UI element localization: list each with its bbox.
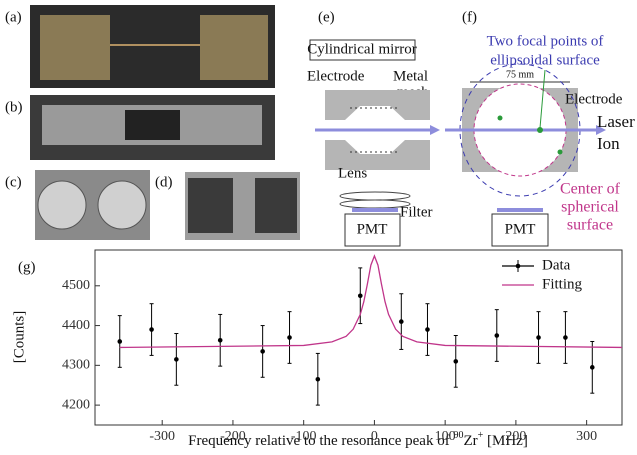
legend-label: Fitting	[542, 276, 583, 292]
x-tick-label: 100	[435, 429, 456, 444]
data-point	[357, 293, 363, 299]
panel-label: (b)	[5, 99, 23, 115]
data-point	[260, 349, 265, 354]
x-axis-label-part: [MHz]	[483, 433, 528, 449]
data-point	[425, 327, 430, 332]
panel-label: (d)	[155, 174, 173, 190]
label: ellipsoidal surface	[490, 52, 600, 68]
y-tick-label: 4400	[62, 318, 90, 333]
y-tick-label: 4300	[62, 358, 90, 373]
label: Center of	[560, 181, 621, 198]
data-point	[149, 327, 154, 332]
data-point	[315, 376, 321, 382]
photo-b	[30, 95, 275, 160]
data-point	[453, 359, 459, 364]
label: spherical	[561, 199, 619, 216]
x-axis-label-part: +	[478, 430, 484, 441]
panel-label: (a)	[5, 9, 22, 25]
panel-label: (c)	[5, 174, 22, 190]
diagram-e: Cylindrical mirror Electrode Metal mesh …	[307, 39, 440, 247]
label: Electrode	[565, 91, 623, 107]
data-point	[536, 335, 541, 340]
fit-line	[119, 254, 623, 349]
x-tick-label: 200	[505, 429, 526, 444]
label: Filter	[400, 204, 433, 220]
data-point	[589, 365, 595, 370]
data-point	[117, 339, 123, 344]
x-tick-label: -200	[220, 429, 246, 444]
x-axis-label-part: Zr	[463, 433, 477, 449]
x-axis-label: Frequency relative to the resonance peak…	[188, 430, 528, 449]
label: Lens	[338, 165, 367, 181]
data-point	[494, 333, 500, 338]
panel-label: (f)	[462, 9, 477, 25]
x-tick-label: -300	[149, 429, 175, 444]
x-tick-label: 0	[371, 429, 378, 444]
x-tick-label: -100	[291, 429, 317, 444]
y-tick-label: 4500	[62, 278, 90, 293]
label: PMT	[357, 221, 388, 237]
diagram-f: Two focal points of ellipsoidal surface …	[445, 33, 635, 247]
panel-label: (e)	[318, 9, 335, 25]
label: 75 mm	[506, 69, 534, 80]
label: Ion	[597, 134, 620, 153]
legend-label: Data	[542, 257, 571, 273]
label: Electrode	[307, 68, 365, 84]
x-tick-label: 300	[576, 429, 597, 444]
label: surface	[567, 217, 613, 234]
x-axis-label-part: 90	[453, 430, 463, 441]
data-point	[563, 335, 568, 340]
y-tick-label: 4200	[62, 397, 90, 412]
label: PMT	[505, 221, 536, 237]
data-point	[174, 357, 179, 362]
photo-d	[185, 172, 300, 240]
x-axis-label-part: Frequency relative to the resonance peak…	[188, 433, 453, 449]
data-point	[287, 335, 292, 340]
label: Laser	[597, 112, 635, 131]
label: Cylindrical mirror	[307, 41, 417, 57]
photo-c	[35, 170, 150, 240]
plot-frame	[94, 249, 623, 426]
data-point	[398, 319, 404, 324]
label: Metal	[393, 68, 428, 84]
y-axis-label: [Counts]	[11, 311, 27, 364]
label: Two focal points of	[487, 33, 604, 49]
data-point	[217, 337, 223, 343]
panel-label: (g)	[18, 259, 36, 275]
photo-a	[30, 5, 275, 88]
